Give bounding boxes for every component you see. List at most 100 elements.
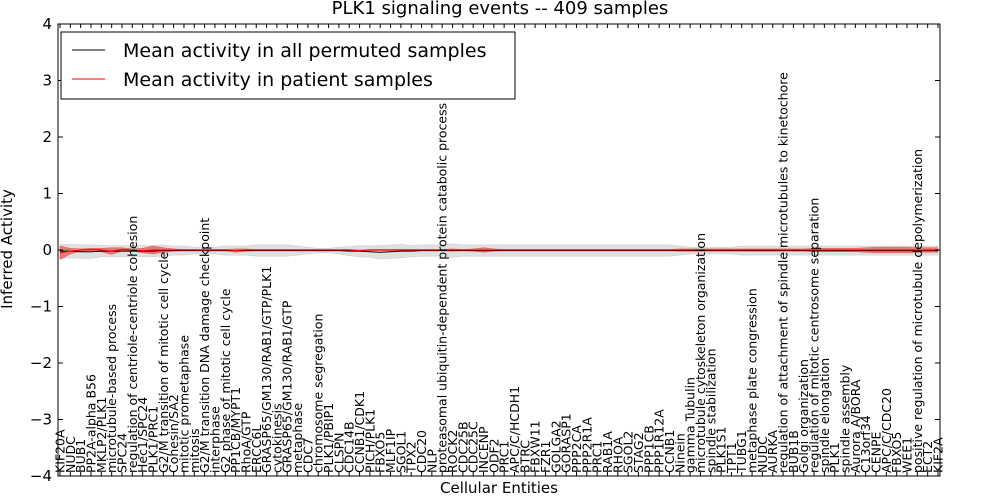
category-label: GRASP65/GM130/RAB1/GTP/PLK1 xyxy=(259,266,274,473)
category-label: PICH/PLK1 xyxy=(362,409,377,473)
category-label: Hec1/SPC24 xyxy=(135,397,150,473)
legend-label-permuted: Mean activity in all permuted samples xyxy=(123,40,486,62)
category-label: MKLP2/PLK1 xyxy=(94,397,109,473)
category-label: G2/M transition DNA damage checkpoint xyxy=(197,218,212,473)
category-label: G2 phase of mitotic cell cycle xyxy=(218,288,233,473)
x-axis-label: Cellular Entities xyxy=(440,479,558,497)
category-label: cytokinesis xyxy=(269,403,284,473)
chart-title: PLK1 signaling events -- 409 samples xyxy=(332,0,669,19)
y-tick-label: 0 xyxy=(42,241,52,259)
series-line-patient xyxy=(59,248,938,254)
y-tick-label: 4 xyxy=(42,15,52,33)
category-label: GRASP65/GM130/RAB1/GTP xyxy=(280,300,295,473)
y-tick-label: −4 xyxy=(30,467,52,485)
series-line-permuted xyxy=(60,250,938,253)
category-label: Ninein xyxy=(672,433,687,473)
category-label: ERCC6L xyxy=(249,425,264,473)
category-label: microtubule cytoskeleton organization xyxy=(693,233,708,473)
category-label: ROCK2 xyxy=(445,430,460,473)
category-label: BTRC xyxy=(517,440,532,473)
category-label: RAB1A xyxy=(600,431,615,473)
series-layer xyxy=(59,248,938,254)
category-label: PRC1 xyxy=(497,441,512,473)
category-label: CCNB1 xyxy=(662,430,677,473)
category-label: gamma Tubulin xyxy=(683,377,698,473)
category-label: proteasomal ubiquitin-dependent protein … xyxy=(435,103,450,473)
category-label: FZR1 xyxy=(538,441,553,473)
category-label: PPP2CA xyxy=(569,425,584,473)
band-permuted xyxy=(59,243,939,260)
y-tick-label: 3 xyxy=(42,72,52,90)
category-label: TPX2 xyxy=(404,441,419,474)
category-label: FBXO5 xyxy=(889,432,904,473)
category-label: PPP2R1A xyxy=(579,417,594,473)
category-label: MLF1IP xyxy=(383,428,398,473)
category-label: ECT2 xyxy=(920,441,935,473)
category-label: TUBG1 xyxy=(734,430,749,474)
category-label: CDC25C xyxy=(466,421,481,473)
category-label: mitosis xyxy=(187,428,202,473)
y-tick-label: 2 xyxy=(42,128,52,146)
category-label: metaphase plate congression xyxy=(745,288,760,473)
category-label: RHOA xyxy=(610,436,625,473)
legend-box xyxy=(60,31,516,100)
category-label: PRC1 xyxy=(590,441,605,473)
category-label: CLSPN xyxy=(331,432,346,473)
category-label: CENPE xyxy=(869,431,884,473)
y-tick-label: −3 xyxy=(30,411,52,429)
category-label: regulation of mitotic centrosome separat… xyxy=(807,198,822,473)
y-axis-label: Inferred Activity xyxy=(0,189,16,309)
category-label: Aurora A/BORA xyxy=(848,379,863,473)
category-label: CCNB1/CDK1 xyxy=(352,391,367,473)
category-label: PLK1 xyxy=(827,442,842,473)
category-label: regulation of centriole-centriole cohesi… xyxy=(125,216,140,473)
legend: Mean activity in all permuted samples Me… xyxy=(60,31,516,100)
category-label: Golgi organization xyxy=(796,359,811,473)
category-label: CDC7 xyxy=(300,438,315,473)
category-label: TPT1 xyxy=(724,442,739,474)
category-label: PLK1/PRC1 xyxy=(146,406,161,473)
category-label: metaphase xyxy=(290,403,305,473)
category-label: PLK1S1 xyxy=(714,426,729,473)
category-label: PP2A-alpha B56 xyxy=(84,374,99,473)
plot-frame xyxy=(57,23,941,477)
category-label: FBXW11 xyxy=(528,420,543,473)
category-label: CDC14B xyxy=(342,421,357,473)
category-label: KIF2A xyxy=(931,437,946,473)
category-label: PPP1CB xyxy=(641,425,656,473)
category-label: regulation of attachment of spindle micr… xyxy=(776,72,791,473)
category-label: ODF2 xyxy=(486,438,501,473)
category-label: CDC20 xyxy=(414,430,429,473)
category-label: spindle elongation xyxy=(817,358,832,473)
category-label: NLP xyxy=(424,449,439,473)
category-label: STAG2 xyxy=(631,432,646,473)
category-label: INCENP xyxy=(476,426,491,473)
y-tick-label: 1 xyxy=(42,185,52,203)
category-label: microtubule-based process xyxy=(104,304,119,473)
y-tick-label: −1 xyxy=(30,298,52,316)
category-label: APC/C/CDC20 xyxy=(879,388,894,473)
category-label: WEE1 xyxy=(900,437,915,473)
legend-label-patient: Mean activity in patient samples xyxy=(123,69,433,91)
category-label: APC/C/HCDH1 xyxy=(507,386,522,473)
tick-layer: −4 −3 −2 −1 0 1 2 3 4 xyxy=(30,15,940,485)
category-label: spindle stabilization xyxy=(703,348,718,473)
category-label: GOLGA2 xyxy=(548,420,563,473)
category-label: SPC24 xyxy=(115,433,130,473)
category-label: chromosome segregation xyxy=(311,314,326,473)
category-label: spindle assembly xyxy=(838,364,853,473)
category-label: AURKA xyxy=(765,430,780,473)
category-label: PPP1R12A xyxy=(652,409,667,473)
category-label: G2/M transition of mitotic cell cycle xyxy=(156,251,171,473)
category-label: FBXO5 xyxy=(373,432,388,473)
category-label: BUB1B xyxy=(786,430,801,473)
category-label: mitotic prometaphase xyxy=(177,335,192,473)
category-label: PLK1/PBIP1 xyxy=(321,403,336,473)
category-label: C13orf34 xyxy=(858,415,873,473)
category-label: SGOL2 xyxy=(621,431,636,473)
category-label: positive regulation of microtubule depol… xyxy=(910,149,925,473)
category-label: GORASP1 xyxy=(559,413,574,473)
category-label: KIF20A xyxy=(53,429,68,473)
